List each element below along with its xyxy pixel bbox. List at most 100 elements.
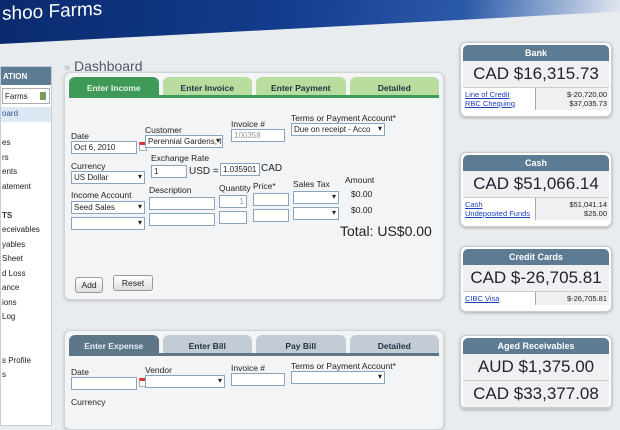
sidebar-item[interactable]: rs xyxy=(2,152,9,162)
page-title: Dashboard xyxy=(74,58,143,74)
tab-pay-bill[interactable]: Pay Bill xyxy=(256,335,346,353)
app-title: shoo Farms xyxy=(2,0,103,25)
usd-label: USD = xyxy=(189,166,219,177)
rate-to-input[interactable]: 1.035901 xyxy=(220,163,260,176)
sales-tax-select-1[interactable] xyxy=(293,191,339,204)
exchange-rate-label: Exchange Rate xyxy=(151,153,210,163)
app-header: shoo Farms xyxy=(0,0,620,45)
card-total: CAD $51,066.14 xyxy=(463,171,609,198)
company-name: Farms xyxy=(5,92,28,101)
income-account-select-2[interactable] xyxy=(71,217,145,230)
sidebar-item[interactable]: es xyxy=(2,138,11,147)
reset-button[interactable]: Reset xyxy=(113,275,153,291)
account-value: $51,041.14 xyxy=(569,200,607,209)
invoice-input[interactable]: 100358 xyxy=(231,129,285,142)
expense-date-label: Date xyxy=(71,367,89,377)
expense-panel: Enter Expense Enter Bill Pay Bill Detail… xyxy=(64,330,444,430)
expense-terms-label: Terms or Payment Account* xyxy=(291,361,396,371)
tab-enter-invoice[interactable]: Enter Invoice xyxy=(162,77,252,95)
sidebar-item[interactable]: d Loss xyxy=(2,268,26,278)
tab-enter-income[interactable]: Enter Income xyxy=(69,77,159,95)
description-input-1[interactable] xyxy=(149,197,215,210)
sidebar-item[interactable]: ents xyxy=(2,167,18,176)
customer-select[interactable]: Perennial Gardens, Ir xyxy=(145,135,223,148)
sidebar-item[interactable]: Sheet xyxy=(2,254,23,263)
card-title: Aged Receivables xyxy=(463,338,609,354)
expense-currency-label: Currency xyxy=(71,397,106,407)
income-account-select-1[interactable]: Seed Sales xyxy=(71,201,145,214)
vendor-label: Vendor xyxy=(145,365,172,375)
add-button[interactable]: Add xyxy=(75,277,103,293)
quantity-input-2[interactable] xyxy=(219,211,247,224)
sidebar-item[interactable]: atement xyxy=(2,181,31,191)
sidebar-item[interactable] xyxy=(1,325,51,340)
sidebar-item[interactable]: ance xyxy=(2,283,20,292)
sidebar-item[interactable] xyxy=(1,194,51,209)
date-input[interactable]: Oct 6, 2010 xyxy=(71,141,137,154)
price-input-1[interactable] xyxy=(253,193,289,206)
sidebar-item[interactable] xyxy=(1,122,51,137)
terms-select[interactable]: Due on receipt - Acco xyxy=(291,123,385,136)
breadcrumb: » Dashboard xyxy=(64,58,143,74)
description-input-2[interactable] xyxy=(149,213,215,226)
tab-enter-expense[interactable]: Enter Expense xyxy=(69,335,159,353)
sidebar-item[interactable]: s Profile xyxy=(2,355,31,365)
invoice-label: Invoice # xyxy=(231,119,266,129)
summary-card: Bank CAD $16,315.73 Line of Credit RBC Cheq… xyxy=(460,42,612,117)
card-total: AUD $1,375.00 xyxy=(463,354,609,381)
account-value: $-20,720.00 xyxy=(566,90,607,99)
sidebar-item[interactable]: yables xyxy=(2,239,26,249)
customer-label: Customer xyxy=(145,125,182,135)
amount-label: Amount xyxy=(345,175,375,185)
account-value: $37,035.73 xyxy=(569,99,607,108)
summary-card: Cash CAD $51,066.14 Cash Undeposited Funds $… xyxy=(460,152,612,227)
account-link[interactable]: Line of Credit xyxy=(465,90,510,99)
expense-date-input[interactable] xyxy=(71,377,137,390)
sidebar-heading: ATION xyxy=(1,67,51,85)
terms-label: Terms or Payment Account* xyxy=(291,113,396,123)
chevron-icon: » xyxy=(64,62,71,74)
card-title: Cash xyxy=(463,155,609,171)
price-label: Price* xyxy=(253,181,276,191)
cad-label: CAD xyxy=(261,163,283,174)
account-link[interactable]: RBC Chequing xyxy=(465,99,516,108)
sidebar-item[interactable] xyxy=(1,339,51,354)
rate-from-input[interactable]: 1 xyxy=(151,165,187,178)
account-link[interactable]: CIBC Visa xyxy=(465,294,500,303)
tab-enter-bill[interactable]: Enter Bill xyxy=(162,335,252,353)
sidebar-item[interactable]: oard xyxy=(1,107,51,122)
total: Total: US$0.00 xyxy=(340,223,432,239)
summary-card: Credit Cards CAD $-26,705.81 CIBC Visa $-26… xyxy=(460,246,612,312)
sidebar-item[interactable]: eceivables xyxy=(2,225,40,234)
card-title: Bank xyxy=(463,45,609,61)
currency-select[interactable]: US Dollar xyxy=(71,171,145,184)
card-total: CAD $16,315.73 xyxy=(463,61,609,88)
account-value: $-26,705.81 xyxy=(566,294,607,303)
quantity-input-1[interactable]: 1 xyxy=(219,195,247,208)
sidebar: ATION Farms oard es rs ents atement TS eceivab… xyxy=(0,66,52,426)
account-link[interactable]: Undeposited Funds xyxy=(465,209,531,218)
amount-value-2: $0.00 xyxy=(351,205,373,215)
tab-detailed[interactable]: Detailed xyxy=(349,77,439,95)
sales-tax-select-2[interactable] xyxy=(293,207,339,220)
account-value: $25.00 xyxy=(584,209,607,218)
expense-terms-select[interactable] xyxy=(291,371,385,384)
sidebar-item[interactable]: ions xyxy=(2,297,17,307)
sidebar-item[interactable]: s xyxy=(2,370,6,379)
sidebar-item[interactable]: Log xyxy=(2,312,16,321)
sales-tax-label: Sales Tax xyxy=(293,179,330,189)
date-label: Date xyxy=(71,131,89,141)
account-link[interactable]: Cash xyxy=(465,200,483,209)
income-panel: Enter Income Enter Invoice Enter Payment… xyxy=(64,72,444,300)
tab-enter-payment[interactable]: Enter Payment xyxy=(256,77,346,95)
tab-detailed-expense[interactable]: Detailed xyxy=(349,335,439,353)
building-icon xyxy=(40,92,46,100)
company-selector[interactable]: Farms xyxy=(2,88,50,104)
card-title: Credit Cards xyxy=(463,249,609,265)
income-account-label: Income Account xyxy=(71,190,132,200)
expense-invoice-input[interactable] xyxy=(231,373,285,386)
price-input-2[interactable] xyxy=(253,209,289,222)
currency-label: Currency xyxy=(71,161,106,171)
expense-invoice-label: Invoice # xyxy=(231,363,266,373)
vendor-select[interactable] xyxy=(145,375,225,388)
